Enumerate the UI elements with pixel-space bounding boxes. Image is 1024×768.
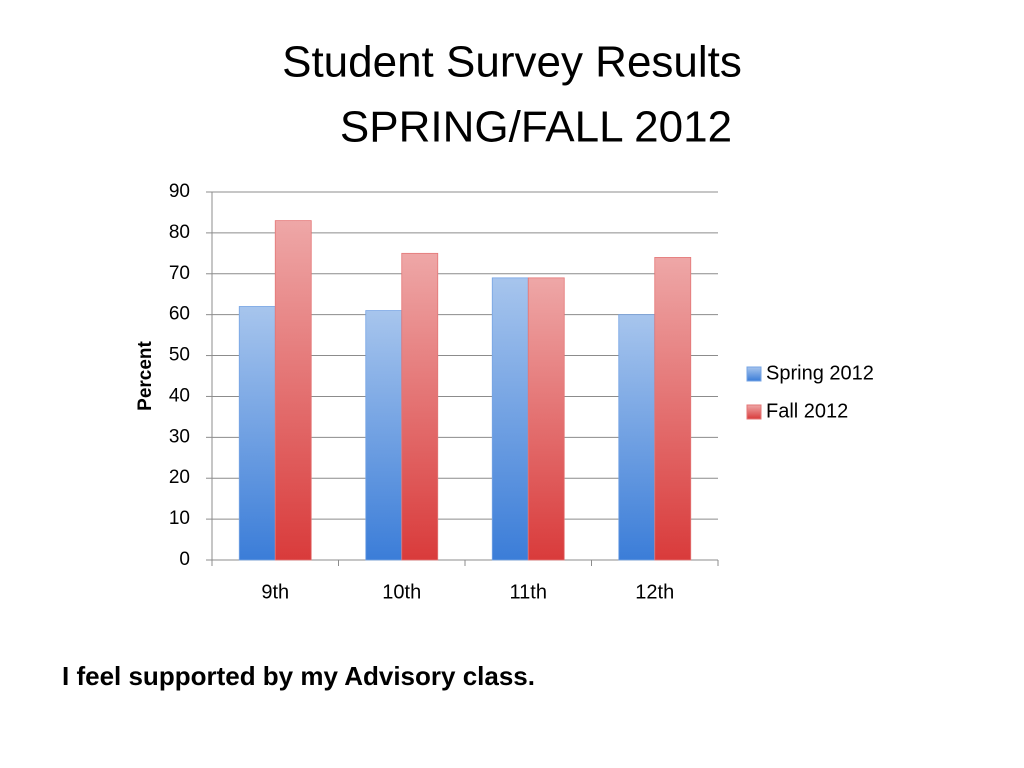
chart-title: Student Survey Results: [282, 38, 742, 87]
y-tick-label: 10: [169, 508, 190, 529]
y-tick-label: 30: [169, 426, 190, 447]
bar: [527, 277, 565, 561]
legend-swatch: [746, 366, 762, 382]
chart-subtitle: SPRING/FALL 2012: [340, 103, 732, 152]
bar: [401, 252, 439, 561]
bar: [618, 314, 656, 561]
bar: [238, 306, 276, 561]
y-tick-label: 50: [169, 345, 190, 366]
x-tick-label: 9th: [261, 581, 289, 603]
bar: [274, 220, 312, 561]
y-tick-label: 40: [169, 385, 190, 406]
bar: [491, 277, 529, 561]
x-tick-label: 12th: [635, 581, 674, 603]
annotation: I feel supported by my Advisory class.: [62, 661, 535, 691]
y-tick-label: 90: [169, 181, 190, 202]
legend-label: Fall 2012: [766, 400, 848, 422]
legend-label: Spring 2012: [766, 362, 874, 384]
y-axis-label: Percent: [135, 340, 156, 410]
y-tick-label: 0: [179, 549, 190, 570]
y-tick-label: 20: [169, 467, 190, 488]
bar: [654, 257, 692, 561]
y-tick-label: 80: [169, 222, 190, 243]
y-tick-label: 60: [169, 304, 190, 325]
y-tick-label: 70: [169, 263, 190, 284]
x-tick-label: 10th: [382, 581, 421, 603]
x-tick-label: 11th: [510, 581, 547, 603]
bar: [365, 310, 403, 561]
legend-swatch: [746, 404, 762, 420]
